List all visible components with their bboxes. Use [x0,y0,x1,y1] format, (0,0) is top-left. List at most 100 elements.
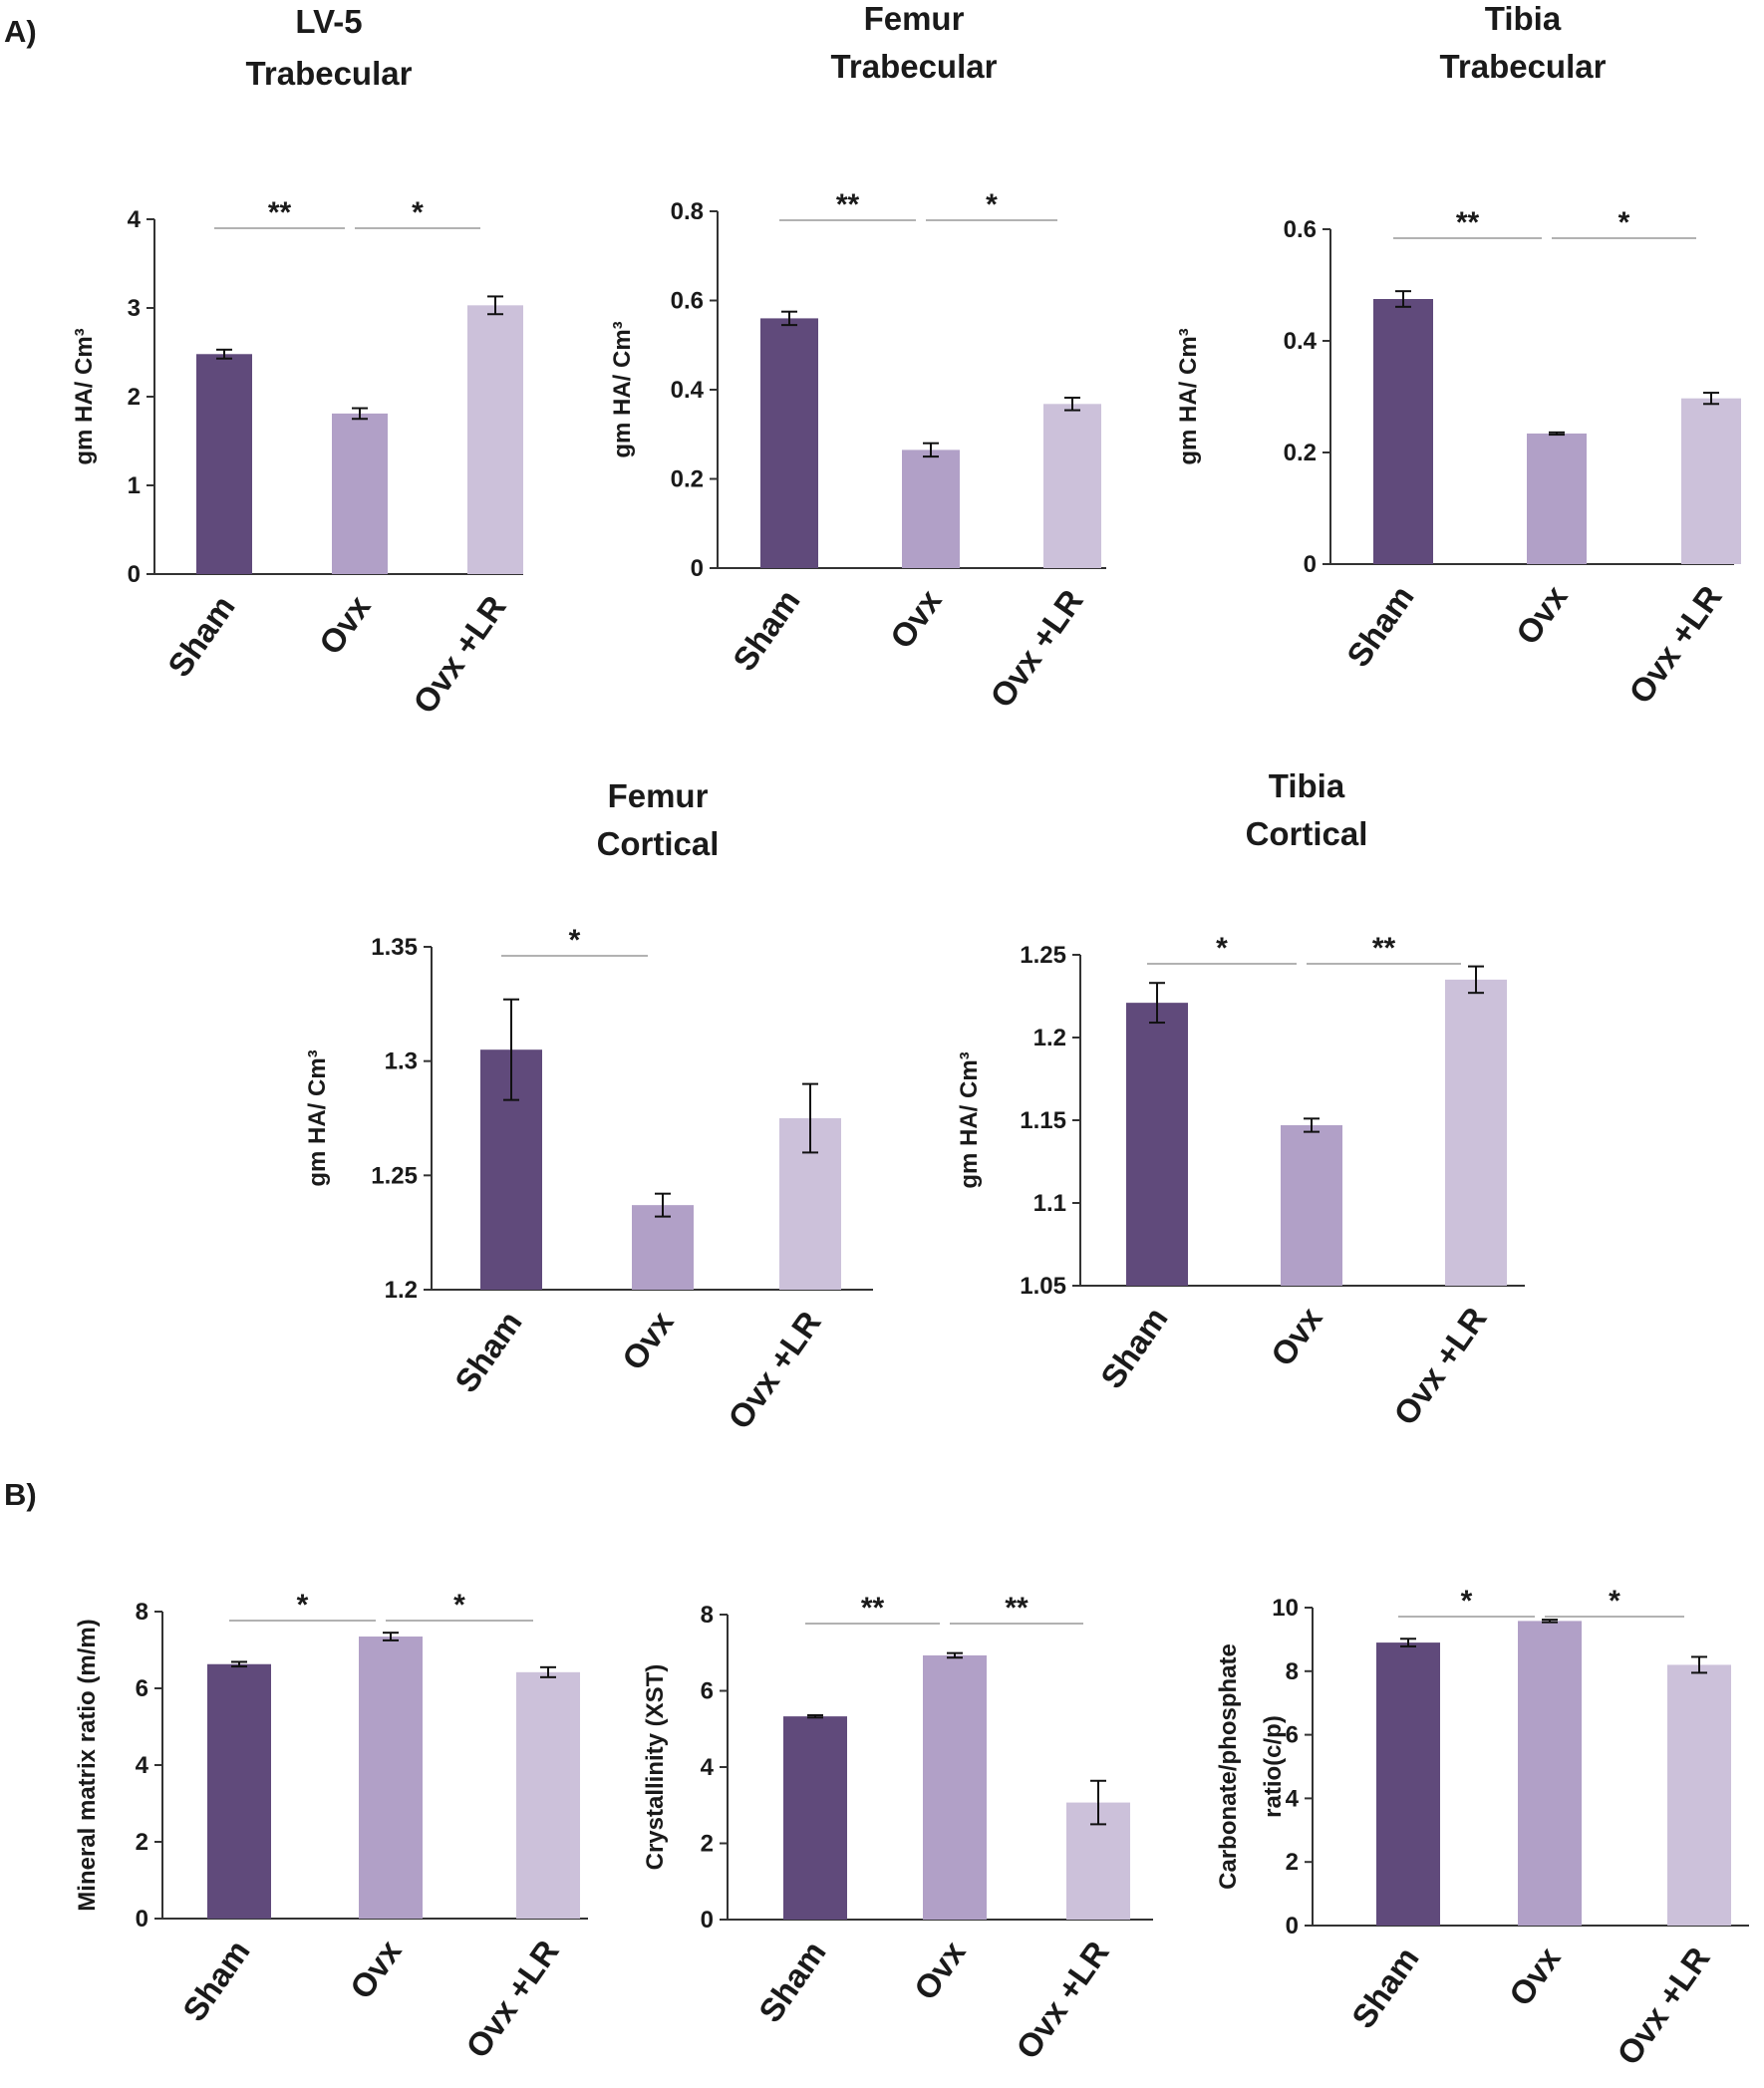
bar [902,449,960,568]
significance-stars: ** [1005,1592,1029,1625]
y-tick-label: 6 [701,1678,714,1705]
y-tick-label: 0 [128,561,141,588]
chart-2: Femur Trabecular gm HA/ Cm³ 0 0.2 0.4 0.6 0.8 Sh… [609,0,1106,714]
bar [923,1654,987,1920]
chart-3: Tibia Trabecular gm HA/ Cm³ 0 0.2 0.4 0.6 Sham O… [1175,0,1741,710]
y-axis-label: gm HA/ Cm³ [1175,328,1202,464]
chart-title-line: Trabecular [1440,48,1607,85]
category-label: Ovx +LR [1386,1301,1494,1432]
panel-label-b: B) [4,1477,37,1512]
y-axis-label: ratio(c/p) [1260,1715,1287,1818]
significance-stars: * [569,924,581,957]
y-tick-label: 0 [701,1907,714,1934]
charts-container: LV-5 Trabecular gm HA/ Cm³ 0 1 2 3 4 Sham Ovx Ovx … [71,0,1749,2071]
bar [359,1637,423,1919]
category-label: Sham [447,1305,529,1399]
bar [760,318,818,568]
y-tick-label: 2 [136,1829,148,1856]
chart-title-line: Cortical [1246,815,1368,852]
chart-7: Crystallinity (XST) 0 2 4 6 8 Sham Ovx Ovx +LR **… [642,1592,1153,2065]
bar [1527,433,1587,564]
category-label: Ovx [907,1934,973,2006]
chart-4: Femur Cortical gm HA/ Cm³ 1.2 1.25 1.3 1.35 Sha… [304,777,873,1435]
bar [1376,1642,1440,1926]
bar [207,1663,271,1919]
y-tick-label: 1.05 [1020,1273,1066,1300]
category-label: Ovx +LR [721,1305,828,1436]
chart-title-line: Femur [864,0,965,37]
bar [1373,299,1433,564]
y-tick-label: 1.3 [385,1048,418,1075]
significance-stars: * [986,188,998,221]
bar [1043,404,1101,568]
y-axis-label: Crystallinity (XST) [642,1664,669,1871]
category-label: Ovx [312,588,378,661]
significance-stars: * [297,1589,309,1622]
category-label: Ovx [883,582,949,655]
significance-stars: * [412,196,424,229]
bar [1126,1003,1188,1286]
y-tick-label: 0.6 [671,288,704,315]
y-tick-label: 10 [1272,1595,1299,1622]
category-label: Sham [751,1935,833,2029]
category-label: Ovx +LR [983,583,1090,715]
y-tick-label: 1.15 [1020,1107,1066,1134]
category-label: Ovx [1264,1300,1329,1372]
significance-stars: * [453,1589,465,1622]
y-tick-label: 4 [136,1752,149,1779]
y-tick-label: 0.6 [1284,216,1317,243]
y-tick-label: 8 [136,1599,148,1626]
y-tick-label: 1.35 [371,934,418,961]
category-label: Ovx +LR [406,589,513,721]
significance-stars: ** [268,196,292,229]
category-label: Sham [1344,1940,1426,2035]
y-tick-label: 6 [1286,1722,1299,1749]
y-axis-label: gm HA/ Cm³ [71,328,98,464]
y-tick-label: 1.2 [385,1277,418,1304]
bar [1681,398,1741,564]
chart-title-line: Femur [608,777,709,814]
y-tick-label: 0 [1286,1913,1299,1939]
bar [516,1671,580,1919]
bar [332,413,388,574]
y-axis-label: gm HA/ Cm³ [304,1049,331,1186]
y-tick-label: 0.2 [1284,440,1317,466]
significance-stars: ** [1456,206,1480,239]
chart-5: Tibia Cortical gm HA/ Cm³ 1.05 1.1 1.15 1.2 1.2… [956,767,1525,1431]
bar [1281,1124,1342,1286]
y-tick-label: 1.1 [1033,1190,1066,1217]
significance-stars: * [1609,1585,1620,1618]
y-tick-label: 0 [691,555,704,582]
significance-stars: * [1461,1585,1473,1618]
y-tick-label: 2 [128,384,141,411]
y-tick-label: 2 [1286,1849,1299,1876]
chart-title-line: Tibia [1269,767,1345,804]
category-label: Sham [1093,1301,1175,1395]
y-tick-label: 4 [128,206,142,233]
y-tick-label: 1.25 [1020,942,1066,969]
chart-8: Carbonate/phosphate ratio(c/p) 0 2 4 6 8 10 Sham… [1215,1585,1749,2071]
y-tick-label: 0.4 [671,377,705,404]
chart-title-line: Tibia [1485,0,1562,37]
y-tick-label: 0.4 [1284,328,1318,355]
chart-title-line: Trabecular [831,48,998,85]
y-tick-label: 8 [701,1602,714,1629]
y-tick-label: 0 [136,1906,148,1933]
y-tick-label: 0.8 [671,198,704,225]
bar [1667,1664,1731,1926]
category-label: Ovx +LR [1621,579,1729,711]
significance-stars: ** [861,1592,885,1625]
y-tick-label: 0 [1304,551,1317,578]
chart-title-line: Cortical [597,825,720,862]
significance-stars: * [1618,206,1630,239]
significance-stars: ** [1372,932,1396,965]
y-tick-label: 3 [128,295,141,322]
chart-title-line: Trabecular [246,55,413,92]
y-tick-label: 4 [1286,1785,1300,1812]
y-tick-label: 1 [128,472,141,499]
bar [196,354,252,574]
category-label: Ovx [1502,1939,1568,2012]
y-tick-label: 0.2 [671,466,704,493]
y-tick-label: 6 [136,1675,148,1702]
